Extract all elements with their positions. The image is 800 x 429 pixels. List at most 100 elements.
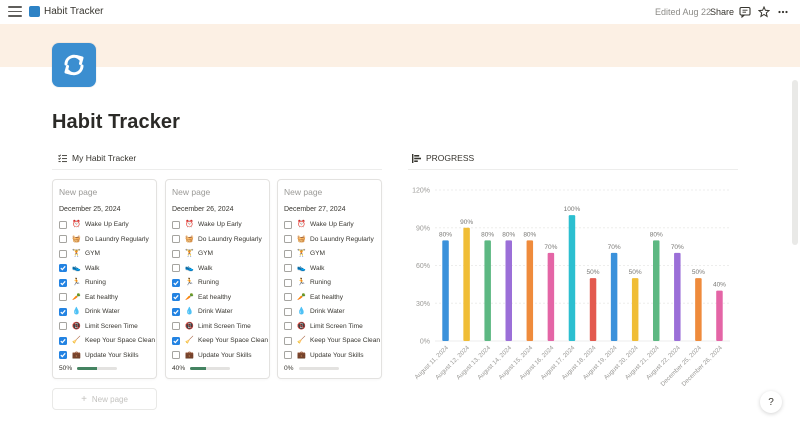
habit-card[interactable]: New page December 26, 2024 ⏰ Wake Up Early 🧺… xyxy=(165,179,270,379)
habit-checkbox[interactable] xyxy=(172,278,180,287)
habit-checkbox[interactable] xyxy=(172,220,180,229)
habit-emoji-icon: 🥕 xyxy=(297,293,306,301)
habit-item: 🧺 Do Laundry Regularly xyxy=(284,234,374,245)
habit-checkbox[interactable] xyxy=(172,351,180,359)
habit-checkbox[interactable] xyxy=(172,293,180,301)
progress-label: 0% xyxy=(284,365,294,372)
chart-bar[interactable] xyxy=(674,252,681,341)
habit-checkbox[interactable] xyxy=(59,235,67,243)
habit-checkbox[interactable] xyxy=(284,307,292,316)
habit-item: 🏋 GYM xyxy=(284,248,325,259)
habit-checkbox[interactable] xyxy=(172,307,180,316)
check-icon xyxy=(60,265,66,271)
habit-emoji-icon: 🧹 xyxy=(297,337,306,344)
help-button[interactable]: ? xyxy=(760,391,782,413)
y-tick-label: 30% xyxy=(416,301,430,308)
habit-card[interactable]: New page December 27, 2024 ⏰ Wake Up Early 🧺… xyxy=(277,179,382,379)
check-icon xyxy=(173,309,179,314)
habit-checkbox[interactable] xyxy=(284,235,292,243)
habit-emoji-icon: 🏃 xyxy=(297,279,306,286)
bar-value-label: 80% xyxy=(481,231,494,238)
bar-chart-icon xyxy=(412,153,421,163)
chart-bar[interactable] xyxy=(653,240,660,341)
chart-bar[interactable] xyxy=(526,240,534,341)
more-icon[interactable] xyxy=(776,5,789,18)
repeat-icon[interactable] xyxy=(52,43,96,87)
habit-emoji-icon: ⏰ xyxy=(297,221,306,228)
bar-value-label: 40% xyxy=(713,282,726,289)
bar-value-label: 80% xyxy=(650,231,663,238)
habit-label: Eat healthy xyxy=(85,293,118,301)
habit-emoji-icon: 👟 xyxy=(297,264,306,272)
habit-checkbox[interactable] xyxy=(284,220,292,229)
habit-item: 🥕 Eat healthy xyxy=(59,292,118,303)
chart-bar[interactable] xyxy=(484,240,491,341)
chart-bar[interactable] xyxy=(589,278,597,341)
star-icon[interactable] xyxy=(757,5,770,18)
chart-bar[interactable] xyxy=(442,240,449,341)
chart-bar[interactable] xyxy=(568,215,576,341)
habit-checkbox[interactable] xyxy=(59,322,67,330)
y-tick-label: 60% xyxy=(416,263,430,270)
habit-checkbox[interactable] xyxy=(59,336,67,345)
card-title[interactable]: New page xyxy=(59,187,98,197)
share-button[interactable]: Share xyxy=(710,7,735,17)
edited-timestamp: Edited Aug 22 xyxy=(655,7,712,17)
chart-bar[interactable] xyxy=(631,278,639,341)
habit-checkbox[interactable] xyxy=(59,307,67,316)
habit-item: 🥕 Eat healthy xyxy=(172,292,231,303)
habit-checkbox[interactable] xyxy=(172,336,180,345)
progress-label: 50% xyxy=(59,365,73,372)
habit-checkbox[interactable] xyxy=(284,293,292,301)
habit-label: Limit Screen Time xyxy=(198,322,251,330)
habit-checkbox[interactable] xyxy=(59,220,67,229)
habit-checkbox[interactable] xyxy=(59,293,67,301)
card-title[interactable]: New page xyxy=(284,187,323,197)
progress-view-header[interactable]: PROGRESS xyxy=(412,153,474,163)
menu-icon[interactable] xyxy=(8,6,22,18)
chart-bar[interactable] xyxy=(610,252,618,341)
habit-label: GYM xyxy=(85,250,101,257)
chart-bar[interactable] xyxy=(463,227,470,341)
breadcrumb-page-icon xyxy=(29,6,40,17)
habit-checkbox[interactable] xyxy=(59,249,67,258)
chart-bar[interactable] xyxy=(505,240,513,341)
progress-heading: PROGRESS xyxy=(426,153,475,163)
habit-checkbox[interactable] xyxy=(59,264,67,272)
habit-checkbox[interactable] xyxy=(284,264,292,272)
tracker-view-header[interactable]: My Habit Tracker xyxy=(58,153,136,163)
habit-label: Update Your Skills xyxy=(310,351,364,359)
chart-bar[interactable] xyxy=(695,278,702,341)
habit-item: 🧹 Keep Your Space Clean xyxy=(59,335,155,346)
check-icon xyxy=(173,280,179,285)
bar-value-label: 80% xyxy=(439,231,452,238)
habit-item: 👟 Walk xyxy=(172,263,212,274)
habit-card[interactable]: New page December 25, 2024 ⏰ Wake Up Early 🧺… xyxy=(52,179,157,379)
breadcrumb-title[interactable]: Habit Tracker xyxy=(44,6,104,17)
habit-emoji-icon: 🏋 xyxy=(185,250,194,257)
habit-checkbox[interactable] xyxy=(59,351,67,359)
page-title[interactable]: Habit Tracker xyxy=(52,111,181,133)
habit-checkbox[interactable] xyxy=(59,278,67,287)
habit-checkbox[interactable] xyxy=(172,322,180,330)
habit-emoji-icon: 💧 xyxy=(72,308,81,315)
progress-bar xyxy=(298,367,339,370)
scrollbar[interactable] xyxy=(792,80,798,245)
chart-bar[interactable] xyxy=(547,252,555,341)
habit-checkbox[interactable] xyxy=(172,249,180,258)
habit-checkbox[interactable] xyxy=(284,336,292,345)
habit-checkbox[interactable] xyxy=(284,249,292,258)
chart-bar[interactable] xyxy=(716,290,723,341)
habit-checkbox[interactable] xyxy=(172,264,180,272)
habit-checkbox[interactable] xyxy=(172,235,180,243)
progress-divider xyxy=(408,169,738,170)
habit-checkbox[interactable] xyxy=(284,351,292,359)
progress-row: 0% xyxy=(284,365,339,372)
habit-checkbox[interactable] xyxy=(284,322,292,330)
x-tick-label: December 26, 2024 xyxy=(680,344,724,388)
habit-checkbox[interactable] xyxy=(284,278,292,287)
y-tick-label: 120% xyxy=(412,188,430,195)
new-page-button[interactable]: + New page xyxy=(52,388,157,410)
comment-icon[interactable] xyxy=(738,5,751,18)
card-title[interactable]: New page xyxy=(172,187,211,197)
